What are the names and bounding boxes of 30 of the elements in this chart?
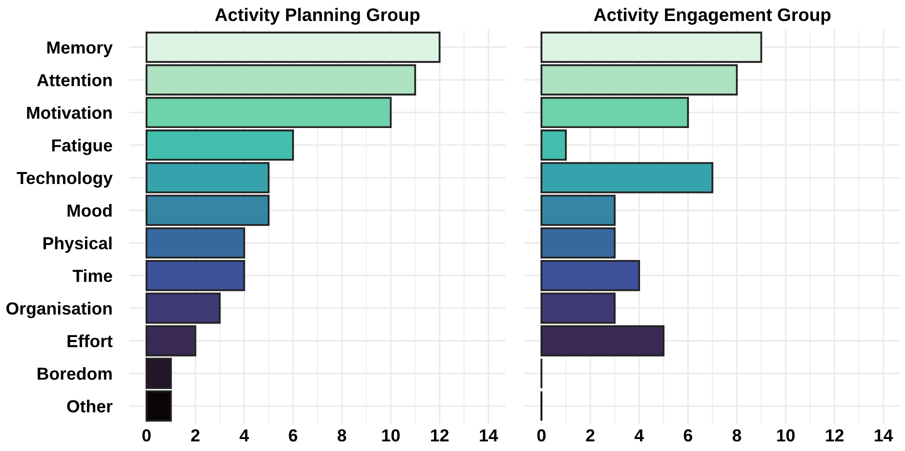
y-tick-label: Time (72, 269, 112, 282)
x-tick-label: 4 (634, 429, 644, 442)
y-tick-label: Attention (37, 74, 112, 86)
x-tick-label: 12 (826, 429, 844, 442)
y-tick-label: Physical (43, 236, 112, 253)
x-tick-label: 10 (777, 429, 795, 442)
x-tick-label: 8 (732, 429, 742, 442)
y-tick-label: Fatigue (52, 138, 112, 156)
y-tick-label: Memory (47, 42, 113, 58)
x-tick-label: 10 (382, 429, 400, 442)
y-tick-label: Boredom (38, 367, 112, 380)
x-tick-label: 14 (874, 429, 893, 442)
chart-title: Activity Engagement Group (594, 8, 831, 25)
x-tick-label: 8 (338, 429, 346, 442)
x-tick-label: 6 (288, 429, 298, 442)
y-tick-label: Organisation (6, 302, 112, 318)
x-tick-label: 14 (480, 429, 498, 442)
x-tick-label: 2 (191, 429, 200, 442)
x-tick-label: 0 (537, 429, 546, 442)
x-tick-label: 12 (431, 429, 449, 442)
x-tick-label: 4 (240, 429, 249, 442)
y-tick-label: Technology (16, 171, 113, 188)
x-tick-label: 0 (142, 429, 151, 442)
y-tick-label: Effort (68, 334, 113, 348)
chart-title: Activity Planning Group (215, 8, 420, 25)
x-tick-label: 6 (684, 429, 692, 442)
y-tick-label: Mood (68, 204, 112, 217)
y-tick-label: Other (67, 400, 112, 412)
y-tick-label: Motivation (27, 106, 112, 119)
x-tick-label: 2 (586, 429, 594, 442)
